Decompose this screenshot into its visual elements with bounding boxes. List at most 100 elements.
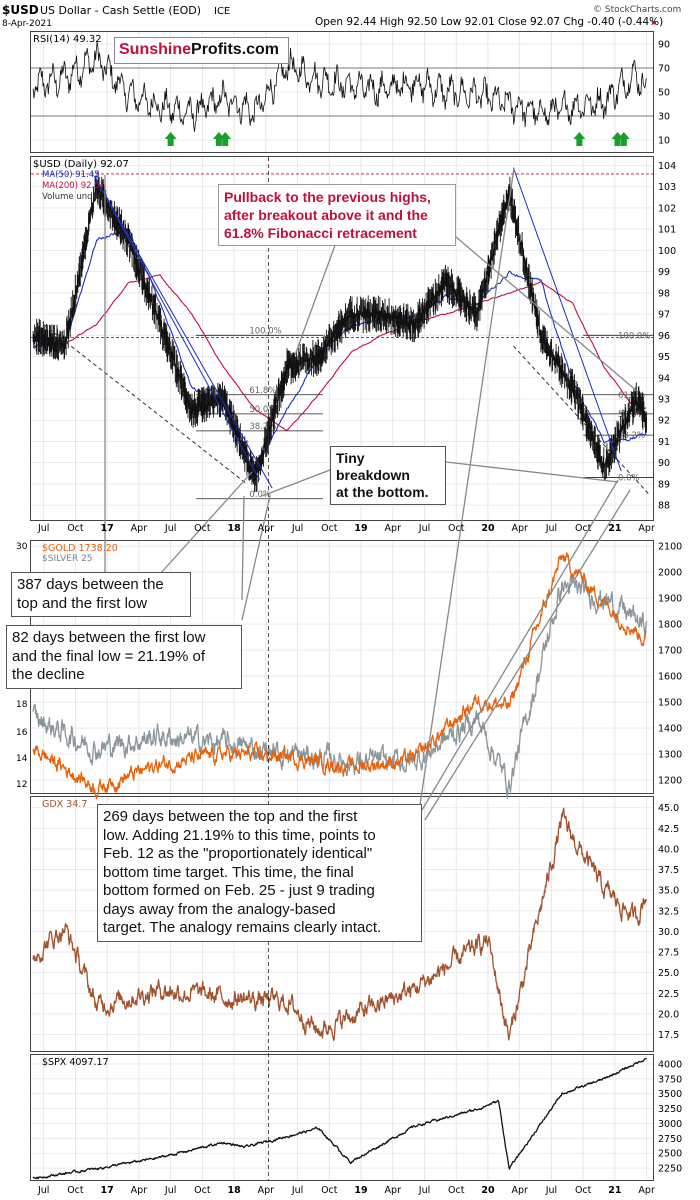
x-axis-tick-label: Oct bbox=[67, 523, 84, 534]
callout-269-line7: target. The analogy remains clearly inta… bbox=[103, 919, 382, 936]
callout-pullback-line2: after breakout above it and the bbox=[224, 207, 428, 223]
x-axis-tick-label: Apr bbox=[638, 523, 655, 534]
support-dashed-line-left bbox=[43, 324, 248, 485]
fib-label-left: 38.2% bbox=[249, 422, 276, 432]
rsi-line bbox=[32, 41, 647, 132]
silver-label: $SILVER 25 bbox=[42, 554, 93, 564]
x-axis-tick-label: 20 bbox=[481, 1185, 495, 1196]
fib-label-right: 38.2% bbox=[618, 431, 645, 441]
x-axis-tick-label: Jul bbox=[164, 523, 176, 534]
spx-panel-frame bbox=[30, 1054, 654, 1181]
y-axis-tick-label: 3500 bbox=[658, 1089, 682, 1100]
callout-387-days: 387 days between the top and the first l… bbox=[11, 572, 191, 617]
y-axis-tick-label: 27.5 bbox=[658, 948, 679, 959]
fib-label-left: 100.0% bbox=[249, 326, 281, 336]
callout-269-line6: days away from the analogy-based bbox=[103, 900, 336, 918]
callout-tiny-line1: Tiny breakdown bbox=[336, 450, 410, 483]
callout-269-days: 269 days between the top and the first l… bbox=[97, 804, 422, 942]
ma50-line bbox=[32, 227, 647, 467]
callout-82-line3: the decline bbox=[12, 666, 85, 683]
y-axis-tick-label: 70 bbox=[658, 64, 670, 75]
fib-label-right: 100.0% bbox=[618, 331, 650, 341]
x-axis-tick-label: 18 bbox=[227, 523, 241, 534]
x-axis-tick-label: 18 bbox=[227, 1185, 241, 1196]
y-axis-tick-label: 96 bbox=[658, 331, 670, 342]
gdx-line bbox=[32, 807, 648, 1042]
pointer-269-3 bbox=[424, 489, 631, 821]
y-axis-tick-label: 88 bbox=[658, 501, 670, 512]
y-axis-tick-label: 94 bbox=[658, 373, 670, 384]
x-axis-tick-label: Oct bbox=[321, 1185, 338, 1196]
x-axis-tick-label: Oct bbox=[575, 523, 592, 534]
green-arrow-icon bbox=[164, 132, 177, 146]
y-axis-tick-label: 10 bbox=[658, 136, 670, 147]
x-axis-tick-label: Apr bbox=[638, 1185, 655, 1196]
tick-layer: Jul Jul Oct Oct 17 17 Apr Apr Jul Jul Oct Oct 18 18 Ap… bbox=[16, 40, 682, 1197]
x-axis-tick-label: Apr bbox=[131, 523, 148, 534]
green-arrow-icon bbox=[219, 132, 232, 146]
usd-label: $USD (Daily) 92.07 bbox=[33, 159, 129, 170]
y-axis-tick-label: 97 bbox=[658, 310, 670, 321]
y-axis-tick-label: 17.5 bbox=[658, 1030, 679, 1041]
header-name: US Dollar - Cash Settle (EOD) bbox=[40, 4, 201, 17]
fib-label-left: 61.8% bbox=[249, 386, 276, 396]
y-axis-tick-label: 42.5 bbox=[658, 824, 679, 835]
green-arrow-icon bbox=[573, 132, 586, 146]
y-axis-tick-label: 90 bbox=[658, 458, 670, 469]
y-axis-tick-label: 1400 bbox=[658, 724, 682, 735]
green-arrow-icon bbox=[617, 132, 630, 146]
x-axis-tick-label: Apr bbox=[258, 1185, 275, 1196]
y-axis-tick-label: 101 bbox=[658, 225, 676, 236]
y-axis-tick-label: 1900 bbox=[658, 594, 682, 605]
y-axis-tick-label: 103 bbox=[658, 182, 676, 193]
ma50-legend: MA(50) 91.45 bbox=[42, 170, 100, 180]
left-axis-tick-label: 14 bbox=[16, 754, 28, 764]
callout-269-line2: low. Adding 21.19% to this time, points … bbox=[103, 826, 376, 844]
rsi-label: RSI(14) 49.32 bbox=[33, 34, 102, 45]
down-arrow-icon bbox=[651, 21, 657, 25]
y-axis-tick-label: 45.0 bbox=[658, 803, 679, 814]
y-axis-tick-label: 2000 bbox=[658, 568, 682, 579]
x-axis-tick-label: Oct bbox=[321, 523, 338, 534]
x-axis-tick-label: Oct bbox=[448, 1185, 465, 1196]
x-axis-tick-label: Oct bbox=[575, 1185, 592, 1196]
y-axis-tick-label: 99 bbox=[658, 267, 670, 278]
y-axis-tick-label: 40.0 bbox=[658, 844, 679, 855]
pointer-pullback-2 bbox=[294, 236, 339, 356]
y-axis-tick-label: 20.0 bbox=[658, 1009, 679, 1020]
y-axis-tick-label: 1500 bbox=[658, 698, 682, 709]
y-axis-tick-label: 1800 bbox=[658, 620, 682, 631]
fibonacci-layer: 100.0%61.8%50.0%38.2%0.0%100.0%61.8%50.0… bbox=[31, 173, 653, 500]
y-axis-tick-label: 93 bbox=[658, 395, 670, 406]
downtrend-line-right bbox=[512, 167, 622, 472]
pointer-269-2 bbox=[421, 479, 619, 811]
y-axis-tick-label: 30.0 bbox=[658, 927, 679, 938]
spx-line bbox=[32, 1057, 647, 1180]
x-axis-tick-label: 21 bbox=[608, 1185, 621, 1196]
left-axis-tick-label: 30 bbox=[16, 542, 28, 552]
callout-tiny-line2: at the bottom. bbox=[336, 484, 429, 500]
x-axis-tick-label: Jul bbox=[545, 523, 557, 534]
callout-387-line2: top and the first low bbox=[17, 594, 148, 612]
x-axis-tick-label: Jul bbox=[291, 523, 303, 534]
pointer-387-2 bbox=[159, 471, 253, 575]
x-axis-tick-label: 19 bbox=[354, 523, 367, 534]
y-axis-tick-label: 4000 bbox=[658, 1059, 682, 1070]
y-axis-tick-label: 2500 bbox=[658, 1149, 682, 1160]
gold-label: $GOLD 1738.20 bbox=[42, 543, 118, 554]
y-axis-tick-label: 3750 bbox=[658, 1074, 682, 1085]
x-axis-tick-label: 20 bbox=[481, 523, 495, 534]
y-axis-tick-label: 2750 bbox=[658, 1134, 682, 1145]
y-axis-tick-label: 32.5 bbox=[658, 906, 679, 917]
ma200-legend: MA(200) 92.57 bbox=[42, 181, 105, 191]
x-axis-tick-label: Oct bbox=[194, 523, 211, 534]
x-axis-tick-label: Apr bbox=[385, 523, 402, 534]
x-axis-tick-label: Jul bbox=[37, 1185, 49, 1196]
y-axis-tick-label: 1700 bbox=[658, 646, 682, 657]
y-axis-tick-label: 92 bbox=[658, 416, 670, 427]
x-axis-tick-label: Jul bbox=[37, 523, 49, 534]
x-axis-tick-label: Jul bbox=[545, 1185, 557, 1196]
silver-line bbox=[32, 574, 648, 799]
x-axis-tick-label: Oct bbox=[448, 523, 465, 534]
y-axis-tick-label: 102 bbox=[658, 203, 676, 214]
